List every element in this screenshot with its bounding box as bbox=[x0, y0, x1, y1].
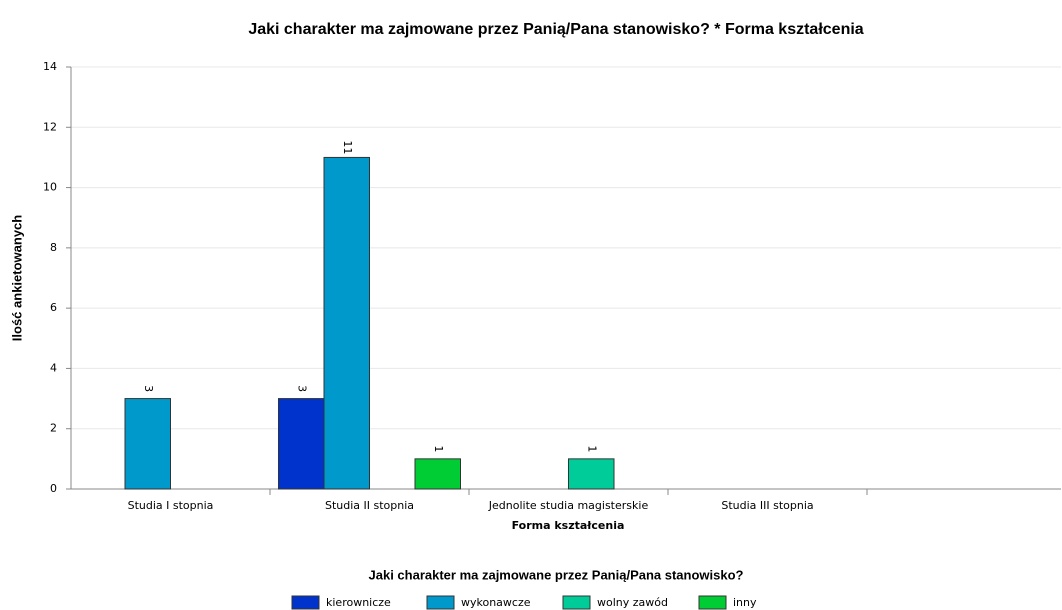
data-label: 1 bbox=[432, 445, 445, 452]
bar bbox=[124, 398, 171, 490]
data-label: 1 bbox=[585, 445, 598, 452]
data-label: 3 bbox=[295, 385, 308, 392]
chart-title: Jaki charakter ma zajmowane przez Panią/… bbox=[248, 21, 863, 38]
y-tick-label: 2 bbox=[50, 422, 57, 435]
legend-swatch bbox=[426, 595, 455, 610]
legend-label: wykonawcze bbox=[461, 596, 531, 609]
legend-swatch bbox=[562, 595, 591, 610]
y-tick-label: 4 bbox=[50, 361, 57, 374]
x-tick-label: Studia I stopnia bbox=[128, 499, 214, 512]
legend-label: kierownicze bbox=[326, 596, 391, 609]
y-tick-label: 6 bbox=[50, 301, 57, 314]
x-axis-title: Forma kształcenia bbox=[512, 519, 625, 532]
legend-label: wolny zawód bbox=[597, 596, 668, 609]
y-tick-label: 10 bbox=[43, 181, 57, 194]
x-tick-label: Jednolite studia magisterskie bbox=[488, 499, 649, 512]
y-axis-title: Ilość ankietowanych bbox=[9, 215, 24, 341]
data-label: 3 bbox=[142, 385, 155, 392]
y-tick-label: 8 bbox=[50, 241, 57, 254]
bar bbox=[414, 458, 461, 490]
x-tick-label: Studia III stopnia bbox=[721, 499, 813, 512]
legend-swatch bbox=[291, 595, 320, 610]
y-tick-label: 12 bbox=[43, 120, 57, 133]
legend-swatch bbox=[698, 595, 727, 610]
bar bbox=[323, 156, 370, 490]
legend-label: inny bbox=[733, 596, 757, 609]
x-tick-label: Studia II stopnia bbox=[325, 499, 414, 512]
data-label: 11 bbox=[341, 140, 354, 154]
bar bbox=[278, 398, 325, 490]
legend-title: Jaki charakter ma zajmowane przez Panią/… bbox=[369, 567, 744, 582]
y-tick-label: 14 bbox=[43, 60, 57, 73]
y-tick-label: 0 bbox=[50, 482, 57, 495]
bar bbox=[568, 458, 615, 490]
